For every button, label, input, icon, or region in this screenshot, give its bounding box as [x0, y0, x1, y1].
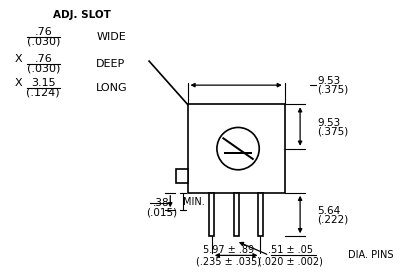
- Text: MIN.: MIN.: [183, 197, 204, 207]
- Text: 5.64: 5.64: [318, 206, 341, 216]
- Text: (.235 ± .035): (.235 ± .035): [196, 256, 261, 266]
- Text: WIDE: WIDE: [96, 32, 126, 42]
- Text: .76: .76: [34, 54, 52, 64]
- Text: .38: .38: [153, 198, 170, 208]
- Text: 5.97 ± .89: 5.97 ± .89: [203, 245, 254, 255]
- Text: (.015): (.015): [146, 207, 177, 217]
- Text: (.030): (.030): [26, 64, 60, 74]
- Text: .51 ± .05: .51 ± .05: [268, 245, 313, 255]
- Text: (.375): (.375): [318, 126, 349, 136]
- Text: (.124): (.124): [26, 88, 60, 98]
- Bar: [176, 169, 188, 183]
- Bar: [234, 193, 238, 236]
- Text: LONG: LONG: [96, 83, 128, 93]
- Text: (.020 ± .002): (.020 ± .002): [258, 256, 323, 266]
- Text: (.375): (.375): [318, 85, 349, 95]
- Text: (.030): (.030): [26, 37, 60, 47]
- Text: .76: .76: [34, 27, 52, 37]
- Text: DIA. PINS: DIA. PINS: [348, 250, 394, 260]
- Circle shape: [217, 127, 259, 170]
- Text: X: X: [14, 78, 22, 88]
- Text: 9.53: 9.53: [318, 118, 341, 128]
- Text: ADJ. SLOT: ADJ. SLOT: [53, 10, 111, 20]
- Text: X: X: [14, 54, 22, 64]
- Bar: [210, 193, 214, 236]
- Text: 3.15: 3.15: [31, 78, 56, 88]
- Bar: [258, 193, 263, 236]
- Text: 9.53: 9.53: [318, 76, 341, 86]
- Text: DEEP: DEEP: [96, 59, 126, 69]
- Bar: [188, 104, 285, 193]
- Text: (.222): (.222): [318, 214, 349, 224]
